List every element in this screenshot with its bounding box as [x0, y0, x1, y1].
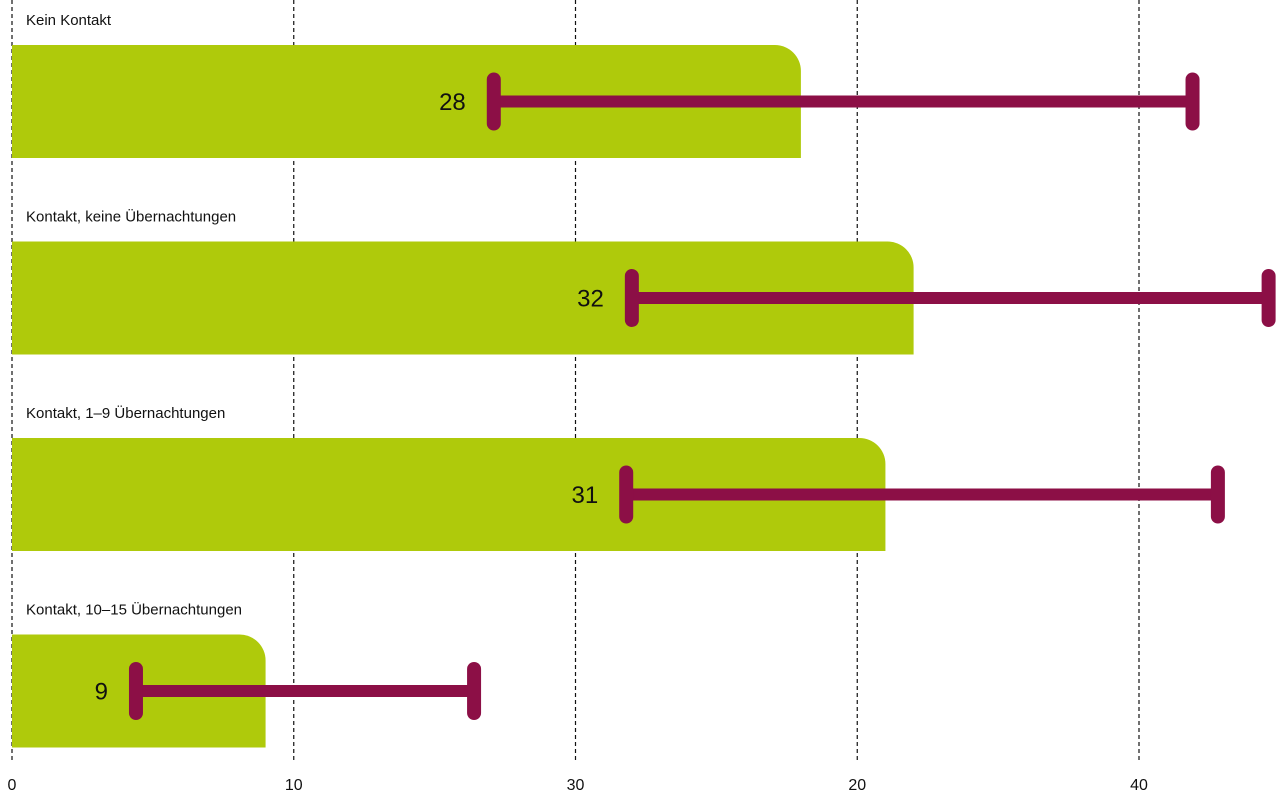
value-label: 9 [95, 678, 108, 705]
x-tick-label: 40 [1130, 777, 1148, 794]
bar [12, 241, 914, 355]
category-label: Kontakt, 1–9 Übernachtungen [26, 404, 225, 422]
x-tick-label: 20 [848, 777, 866, 794]
x-tick-label: 0 [8, 777, 17, 794]
category-label: Kein Kontakt [26, 12, 112, 29]
bar [12, 45, 801, 158]
error-bar [619, 465, 1225, 524]
category-label: Kontakt, 10–15 Übernachtungen [26, 600, 242, 618]
value-label: 28 [439, 89, 466, 116]
value-label: 31 [572, 482, 599, 509]
error-bar [486, 72, 1200, 131]
x-tick-label: 10 [285, 777, 303, 794]
error-bar [624, 269, 1276, 327]
bar [12, 438, 886, 551]
value-label: 32 [577, 285, 604, 312]
x-tick-label: 30 [567, 777, 585, 794]
category-label: Kontakt, keine Übernachtungen [26, 207, 236, 225]
error-bar [128, 662, 482, 720]
